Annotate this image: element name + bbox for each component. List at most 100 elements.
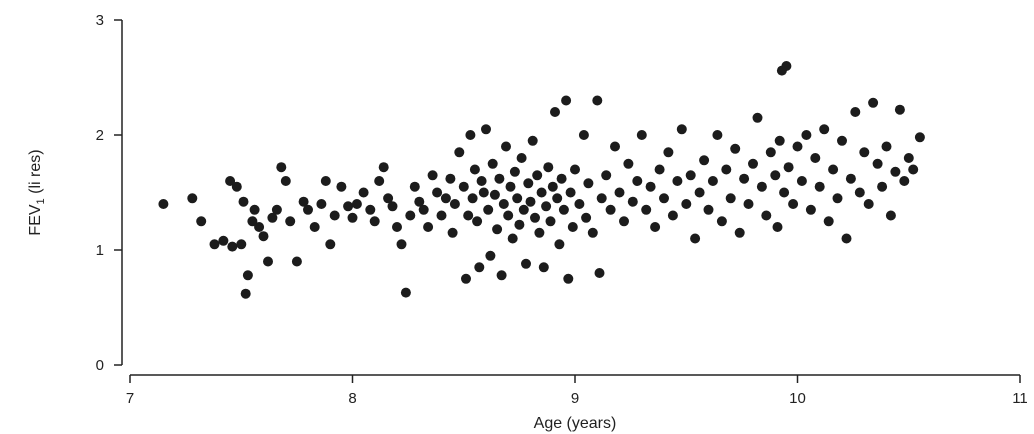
data-point <box>521 258 531 269</box>
data-point <box>721 164 732 175</box>
data-point <box>703 204 714 215</box>
data-point <box>694 187 705 198</box>
x-axis-title: Age (years) <box>534 415 617 432</box>
data-point <box>743 199 754 209</box>
data-point <box>249 204 260 215</box>
data-point <box>899 176 910 186</box>
x-ticks: 7 8 9 10 11 <box>126 375 1028 407</box>
data-point <box>538 262 549 273</box>
data-point <box>498 199 509 209</box>
data-point <box>574 199 585 209</box>
y-tick-label: 0 <box>96 357 104 374</box>
x-tick-label: 11 <box>1012 390 1028 407</box>
data-point <box>483 204 494 215</box>
data-point <box>485 250 496 261</box>
data-point <box>619 216 629 227</box>
data-point <box>823 216 834 227</box>
y-ticks: 0 1 2 3 <box>96 12 122 374</box>
data-point <box>547 181 558 192</box>
data-point <box>914 132 925 143</box>
data-point <box>734 227 745 238</box>
data-point <box>587 227 598 238</box>
data-point <box>303 204 313 215</box>
data-point <box>158 199 169 209</box>
data-point <box>209 239 220 250</box>
data-point <box>552 193 563 204</box>
data-point <box>467 193 478 204</box>
data-point <box>650 222 661 232</box>
data-point <box>358 187 369 198</box>
data-point <box>872 158 883 169</box>
data-point <box>280 176 291 186</box>
data-point <box>329 210 340 221</box>
data-point <box>707 176 718 186</box>
x-tick-label: 10 <box>789 390 806 407</box>
data-point <box>832 193 843 204</box>
data-point <box>570 164 580 175</box>
data-point <box>503 210 514 221</box>
data-point <box>781 61 792 71</box>
y-axis-title: FEV1 (li res) <box>27 149 47 235</box>
data-point <box>347 212 358 223</box>
data-point <box>772 222 783 232</box>
data-point <box>400 287 411 298</box>
data-point <box>699 155 710 166</box>
data-point <box>567 222 578 232</box>
data-point <box>810 153 821 163</box>
y-tick-label: 2 <box>96 127 104 144</box>
data-point <box>285 216 296 227</box>
data-point <box>427 170 438 181</box>
data-point <box>369 216 380 227</box>
data-point <box>505 181 516 192</box>
data-point <box>558 204 569 215</box>
data-point <box>565 187 576 198</box>
data-point <box>601 170 612 181</box>
data-point <box>556 173 567 184</box>
data-point <box>240 288 251 299</box>
data-point <box>465 130 476 140</box>
data-point <box>663 147 674 158</box>
data-point <box>271 204 282 215</box>
y-axis-title-subscript: 1 <box>35 198 47 204</box>
data-point <box>890 166 901 177</box>
data-point <box>828 164 839 175</box>
data-point <box>796 176 807 186</box>
data-point <box>309 222 320 232</box>
data-point <box>525 196 536 207</box>
data-point <box>761 210 772 221</box>
data-point <box>534 227 545 238</box>
data-point <box>561 95 572 106</box>
data-point <box>414 196 425 207</box>
data-point <box>792 141 803 152</box>
data-point <box>885 210 896 221</box>
data-point <box>378 162 389 173</box>
data-point <box>418 204 429 215</box>
data-point <box>685 170 696 181</box>
data-point <box>351 199 362 209</box>
data-point <box>659 193 669 204</box>
data-point <box>850 107 861 117</box>
data-point <box>489 189 500 200</box>
data-point <box>516 153 527 163</box>
data-point <box>632 176 643 186</box>
data-point <box>636 130 647 140</box>
plot-axes <box>121 20 1020 376</box>
data-point <box>623 158 634 169</box>
data-point <box>578 130 589 140</box>
data-point <box>247 216 258 227</box>
data-point <box>449 199 460 209</box>
data-point <box>227 241 238 252</box>
data-point <box>814 181 825 192</box>
data-point <box>316 199 327 209</box>
data-point <box>908 164 919 175</box>
data-point <box>298 196 309 207</box>
data-point <box>801 130 812 140</box>
data-point <box>501 141 511 152</box>
data-point <box>627 196 638 207</box>
data-point <box>530 212 540 223</box>
data-point <box>494 173 505 184</box>
data-point <box>445 173 456 184</box>
x-tick-label: 8 <box>348 390 356 407</box>
data-point <box>336 181 347 192</box>
x-tick-label: 7 <box>126 390 134 407</box>
